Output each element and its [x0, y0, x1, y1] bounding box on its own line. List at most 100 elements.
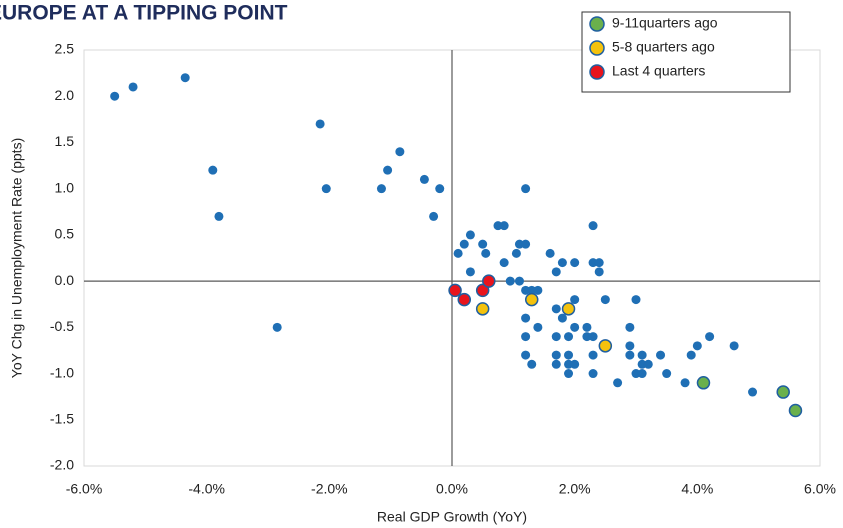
point — [465, 267, 475, 277]
point — [551, 267, 561, 277]
point — [435, 184, 445, 194]
point — [594, 258, 604, 268]
point — [637, 369, 647, 379]
point — [600, 295, 610, 305]
point — [321, 184, 331, 194]
point — [557, 313, 567, 323]
x-tick-label: 0.0% — [436, 481, 468, 497]
point — [570, 295, 580, 305]
y-tick-label: 0.5 — [55, 226, 75, 242]
x-axis-label: Real GDP Growth (YoY) — [377, 509, 527, 525]
y-tick-label: -1.5 — [50, 410, 74, 426]
point — [696, 376, 711, 390]
y-tick-label: -1.0 — [50, 364, 74, 380]
legend-label: 9-11quarters ago — [612, 15, 718, 31]
point — [545, 248, 555, 258]
point — [625, 341, 635, 351]
point — [631, 295, 641, 305]
point — [459, 239, 469, 249]
point — [499, 221, 509, 231]
point — [521, 350, 531, 360]
point — [521, 313, 531, 323]
point — [511, 248, 521, 258]
point — [613, 378, 623, 388]
x-tick-label: -6.0% — [66, 481, 103, 497]
point — [521, 184, 531, 194]
point — [214, 211, 224, 221]
point — [598, 339, 613, 353]
y-tick-label: 1.0 — [55, 179, 75, 195]
y-axis-label: YoY Chg in Unemployment Rate (ppts) — [9, 138, 25, 378]
point — [524, 292, 539, 307]
point — [499, 258, 509, 268]
point — [478, 239, 488, 249]
point — [481, 248, 491, 258]
point — [475, 283, 490, 298]
point — [588, 369, 598, 379]
y-tick-label: 2.0 — [55, 87, 75, 103]
point — [551, 332, 561, 342]
legend-marker — [589, 64, 605, 80]
point — [533, 322, 543, 332]
point — [505, 276, 515, 286]
point — [788, 403, 803, 418]
x-tick-label: 2.0% — [559, 481, 591, 497]
point — [643, 359, 653, 369]
point — [588, 332, 598, 342]
legend-label: 5-8 quarters ago — [612, 39, 715, 55]
point — [376, 184, 386, 194]
point — [564, 350, 574, 360]
point — [564, 369, 574, 379]
point — [686, 350, 696, 360]
y-tick-label: 0.0 — [55, 272, 75, 288]
point — [180, 73, 190, 83]
x-tick-label: -2.0% — [311, 481, 348, 497]
y-tick-label: -2.0 — [50, 457, 74, 473]
point — [383, 165, 393, 175]
point — [680, 378, 690, 388]
point — [570, 322, 580, 332]
point — [429, 211, 439, 221]
point — [208, 165, 218, 175]
point — [448, 283, 462, 298]
point — [582, 322, 592, 332]
point — [419, 174, 429, 184]
point — [475, 302, 490, 316]
point — [776, 385, 790, 399]
legend-marker — [589, 16, 605, 32]
legend — [581, 11, 791, 93]
point — [692, 341, 702, 351]
legend-marker — [589, 40, 605, 56]
point — [561, 302, 576, 316]
point — [272, 322, 282, 332]
point — [482, 274, 496, 288]
point — [514, 276, 524, 286]
point — [128, 82, 138, 92]
point — [564, 332, 574, 342]
point — [557, 258, 567, 268]
point — [395, 147, 405, 157]
point — [594, 267, 604, 277]
point — [521, 239, 531, 249]
point — [465, 230, 475, 240]
point — [729, 341, 739, 351]
point — [748, 387, 758, 397]
x-tick-label: 4.0% — [681, 481, 713, 497]
point — [656, 350, 666, 360]
point — [570, 258, 580, 268]
point — [551, 350, 561, 360]
point — [588, 350, 598, 360]
point — [551, 304, 561, 314]
point — [570, 359, 580, 369]
x-tick-label: -4.0% — [188, 481, 225, 497]
point — [588, 221, 598, 231]
chart-title: EUROPE AT A TIPPING POINT — [0, 2, 288, 25]
x-tick-label: 6.0% — [804, 481, 836, 497]
point — [521, 332, 531, 342]
point — [625, 350, 635, 360]
y-tick-label: 1.5 — [55, 133, 75, 149]
point — [662, 369, 672, 379]
legend-label: Last 4 quarters — [612, 63, 705, 79]
point — [453, 248, 463, 258]
